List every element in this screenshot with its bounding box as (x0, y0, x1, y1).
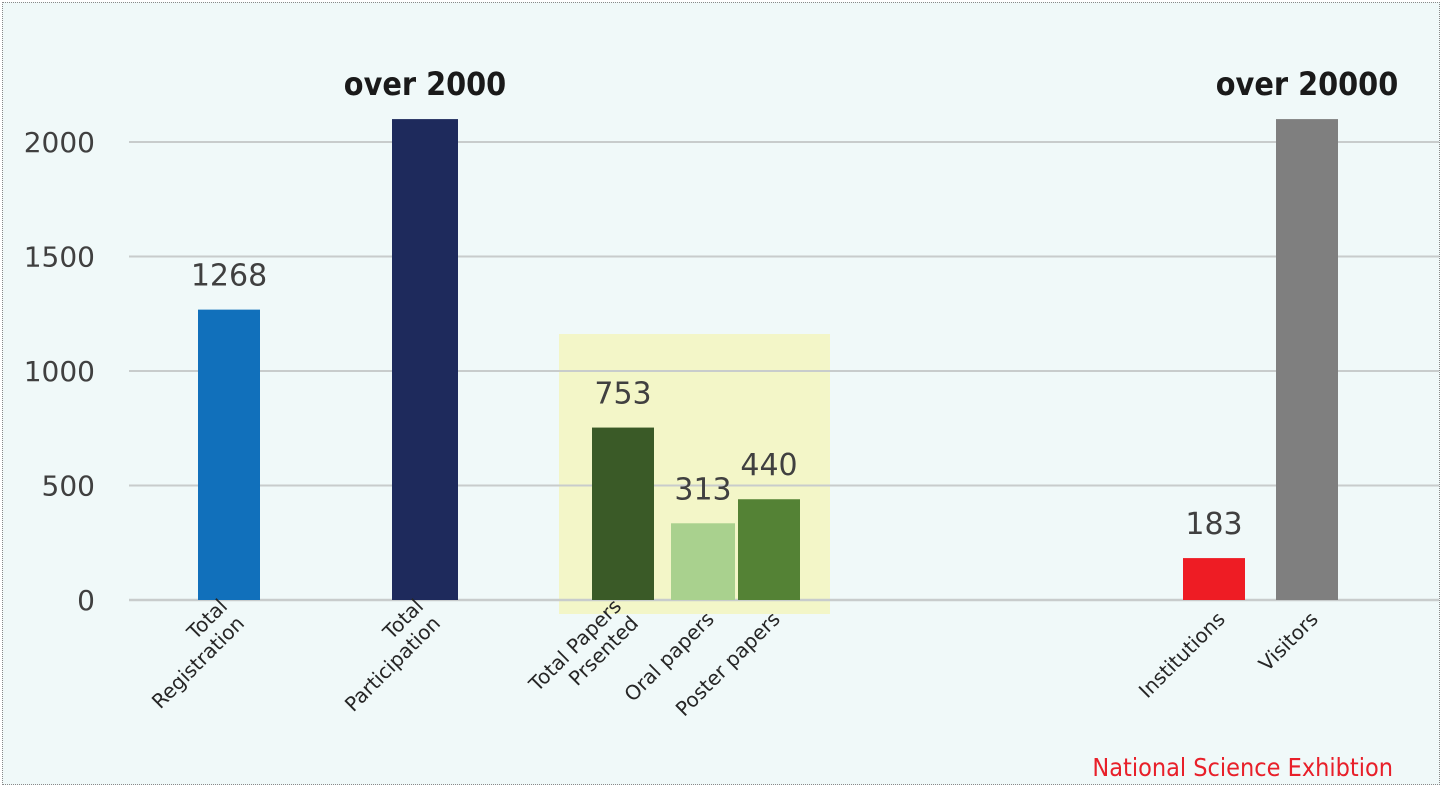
bar (592, 427, 654, 600)
bar (198, 309, 260, 600)
annotation-label: National Science Exhibtion (1092, 753, 1393, 782)
y-tick-label: 2000 (24, 126, 95, 159)
bar (1183, 558, 1245, 600)
bar (1276, 119, 1338, 600)
bar (738, 499, 800, 600)
y-tick-label: 0 (77, 584, 95, 617)
category-label: Institutions (1134, 607, 1230, 703)
data-label: 1268 (191, 259, 267, 294)
category-label-line: Institutions (1134, 607, 1230, 703)
data-label: 183 (1185, 507, 1242, 542)
y-tick-label: 1000 (24, 355, 95, 388)
y-tick-label: 1500 (24, 241, 95, 274)
data-label: 753 (594, 377, 651, 412)
y-tick-label: 500 (42, 470, 95, 503)
data-label: 440 (740, 448, 797, 483)
data-label: over 20000 (1216, 65, 1398, 103)
category-label-line: Visitors (1254, 607, 1323, 676)
data-label: 313 (674, 472, 731, 507)
category-label: Visitors (1254, 607, 1323, 676)
bar (671, 523, 735, 600)
bar (392, 119, 458, 600)
data-label: over 2000 (344, 65, 506, 103)
